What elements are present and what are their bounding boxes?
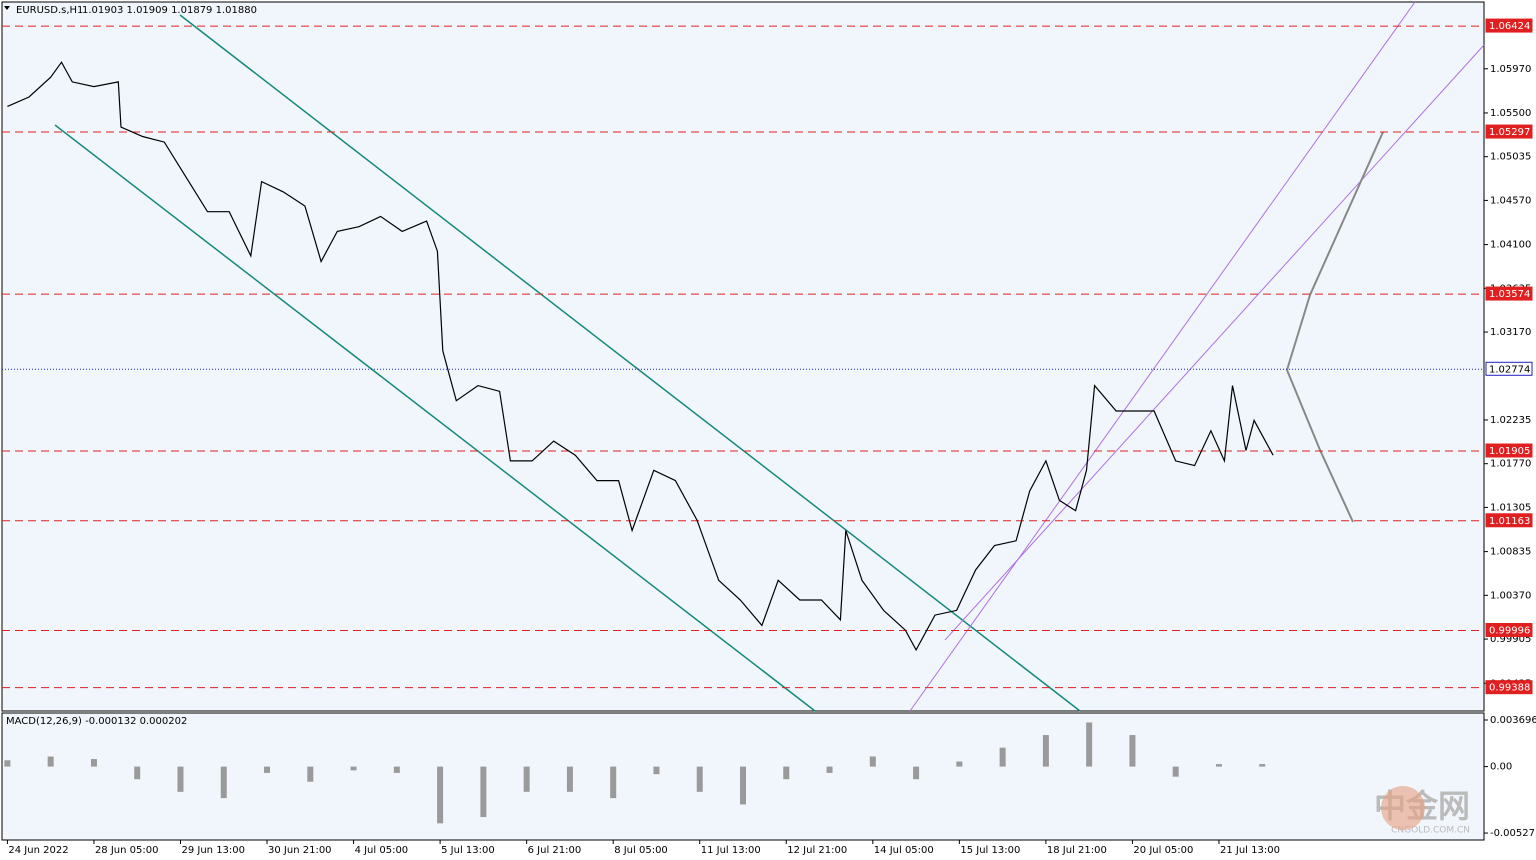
macd-title: MACD(12,26,9) -0.000132 0.000202 <box>6 716 187 727</box>
channel-line <box>909 1 1416 712</box>
macd-bar <box>350 766 357 771</box>
forecast-arrow <box>1286 369 1354 523</box>
forecast-arrow <box>1286 131 1384 371</box>
level-label: 1.05297 <box>1489 127 1530 138</box>
macd-bar <box>1259 764 1266 767</box>
x-tick-label: 21 Jul 13:00 <box>1220 845 1280 856</box>
x-tick-label: 5 Jul 13:00 <box>441 845 495 856</box>
macd-bar <box>307 766 314 782</box>
x-tick-label: 24 Jun 2022 <box>8 845 68 856</box>
price-panel <box>1 1 1485 712</box>
menu-triangle[interactable] <box>4 6 10 10</box>
macd-bar <box>1172 766 1179 777</box>
x-tick-label: 11 Jul 13:00 <box>701 845 761 856</box>
y-tick-label: 1.04100 <box>1490 240 1531 251</box>
x-tick-label: 20 Jul 05:00 <box>1133 845 1193 856</box>
macd-bar <box>913 766 920 780</box>
y-tick-label: 1.05970 <box>1490 64 1531 75</box>
macd-bar <box>869 756 876 767</box>
y-tick-label: 1.02235 <box>1490 415 1531 426</box>
macd-bar <box>956 761 963 767</box>
x-tick-label: 6 Jul 21:00 <box>528 845 582 856</box>
y-tick-label: 1.05500 <box>1490 108 1531 119</box>
macd-bar <box>566 766 573 792</box>
level-label-box <box>1485 286 1533 301</box>
y-tick-label: 1.04570 <box>1490 195 1531 206</box>
level-label: 1.01163 <box>1489 516 1530 527</box>
macd-bar <box>220 766 227 799</box>
y-tick-label: 1.01305 <box>1490 502 1531 513</box>
x-tick-label: 8 Jul 05:00 <box>614 845 668 856</box>
price-line <box>7 61 1274 652</box>
y-tick-label: 1.05035 <box>1490 152 1531 163</box>
macd-bar <box>177 766 184 792</box>
channel-line <box>54 124 816 712</box>
macd-bar <box>393 766 400 773</box>
macd-bar <box>1042 735 1049 767</box>
level-label-box <box>1485 361 1533 376</box>
level-label-box <box>1485 443 1533 458</box>
x-tick-label: 18 Jul 21:00 <box>1047 845 1107 856</box>
macd-bar <box>610 766 617 799</box>
macd-bar <box>696 766 703 792</box>
ohlc-values: 1.01903 1.01909 1.01879 1.01880 <box>82 5 257 16</box>
y-tick-label: 1.01770 <box>1490 459 1531 470</box>
macd-bar <box>4 760 11 767</box>
channel-line <box>179 14 1081 712</box>
y-tick-label: 1.00835 <box>1490 547 1531 558</box>
level-label-box <box>1485 623 1533 638</box>
level-label: 0.99388 <box>1489 683 1530 694</box>
level-label-box <box>1485 680 1533 695</box>
macd-bar <box>1215 764 1222 767</box>
macd-bar <box>1086 722 1093 767</box>
y-tick-label: 1.03170 <box>1490 327 1531 338</box>
macd-bar <box>90 759 97 767</box>
watermark-logo <box>1381 786 1425 830</box>
trend-lines <box>54 1 1485 712</box>
x-tick-label: 14 Jul 05:00 <box>874 845 934 856</box>
macd-bar <box>783 766 790 780</box>
macd-bar <box>653 766 660 775</box>
macd-bar <box>134 766 141 780</box>
y-tick-label: 0.003696 <box>1490 715 1536 726</box>
x-tick-label: 30 Jun 21:00 <box>268 845 332 856</box>
level-label-box <box>1485 124 1533 139</box>
macd-bar <box>480 766 487 818</box>
watermark-sub: CNGOLD.COM.CN <box>1391 826 1470 836</box>
x-tick-label: 29 Jun 13:00 <box>181 845 245 856</box>
macd-bar <box>999 747 1006 767</box>
level-label-box <box>1485 18 1533 33</box>
macd-bar <box>523 766 530 792</box>
y-tick-label: 0.00 <box>1490 762 1512 773</box>
macd-bar <box>826 766 833 773</box>
level-label-box <box>1485 513 1533 528</box>
chart-title: EURUSD.s,H1 <box>16 5 83 16</box>
y-tick-label: 0.99905 <box>1490 634 1531 645</box>
level-label: 1.03574 <box>1489 289 1530 300</box>
level-label: 1.06424 <box>1489 21 1530 32</box>
x-tick-label: 12 Jul 21:00 <box>787 845 847 856</box>
y-tick-label: -0.00527 <box>1490 828 1535 839</box>
level-label: 0.99996 <box>1489 626 1530 637</box>
x-tick-label: 28 Jun 05:00 <box>95 845 159 856</box>
level-label: 1.02774 <box>1489 364 1530 375</box>
macd-bar <box>264 766 271 773</box>
x-tick-label: 4 Jul 05:00 <box>355 845 409 856</box>
level-label: 1.01905 <box>1489 446 1530 457</box>
y-tick-label: 1.00370 <box>1490 590 1531 601</box>
macd-bar <box>437 766 444 824</box>
macd-bar <box>47 756 54 767</box>
x-tick-label: 15 Jul 13:00 <box>960 845 1020 856</box>
channel-line <box>944 44 1485 641</box>
macd-bar <box>1129 735 1136 767</box>
macd-bar <box>740 766 746 805</box>
